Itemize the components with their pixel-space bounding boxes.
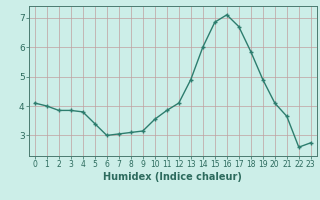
X-axis label: Humidex (Indice chaleur): Humidex (Indice chaleur) (103, 172, 242, 182)
